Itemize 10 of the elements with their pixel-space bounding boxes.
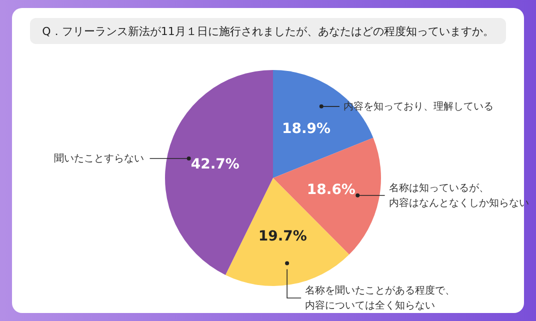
slice-label: 名称を聞いたことがある程度で、内容については全く知らない [305,284,456,311]
slice-label: 聞いたことすらない [54,152,144,164]
chart-title: Q．フリーランス新法が11月１日に施行されましたが、あなたはどの程度知っていますか。 [42,24,494,38]
data-label: 18.9% [282,120,331,137]
pie-slice [273,70,374,178]
data-label: 18.6% [306,182,356,198]
data-label: 42.7% [190,156,240,173]
slice-label: 内容を知っており、理解している [343,100,494,112]
data-label: 19.7% [258,228,307,245]
slice-label: 名称は知っているが、内容はなんとなくしか知らない [388,181,529,208]
